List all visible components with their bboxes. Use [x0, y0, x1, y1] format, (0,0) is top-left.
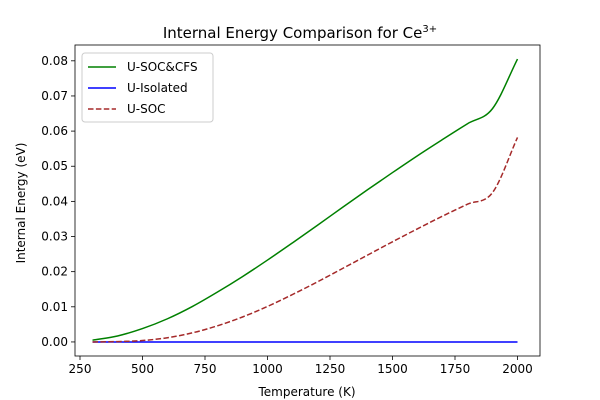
y-tick-label: 0.02	[41, 265, 68, 279]
x-tick-label: 250	[69, 362, 92, 376]
y-tick-label: 0.06	[41, 124, 68, 138]
series-line-2	[92, 137, 519, 343]
legend-box	[81, 52, 214, 123]
y-axis-label: Internal Energy (eV)	[14, 143, 28, 264]
series-layer	[92, 58, 519, 343]
x-tick-label: 1250	[315, 362, 346, 376]
legend-label-0: U-SOC&CFS	[127, 60, 198, 74]
x-tick-label: 1750	[440, 362, 471, 376]
chart-title-superscript: 3+	[422, 24, 437, 35]
x-tick-label: 1500	[377, 362, 408, 376]
y-tick-label: 0.04	[41, 194, 68, 208]
axes-frame	[74, 44, 541, 357]
y-tick-label: 0.00	[41, 335, 68, 349]
x-axis-label: Temperature (K)	[257, 385, 355, 399]
x-tick-label: 500	[131, 362, 154, 376]
x-tick-label: 1000	[252, 362, 283, 376]
y-tick-label: 0.05	[41, 159, 68, 173]
y-tick-label: 0.08	[41, 54, 68, 68]
y-tick-label: 0.01	[41, 300, 68, 314]
legend: U-SOC&CFS U-Isolated U-SOC	[81, 52, 214, 123]
legend-label-1: U-Isolated	[127, 81, 188, 95]
y-tick-label: 0.03	[41, 230, 68, 244]
chart-title-text: Internal Energy Comparison for Ce	[163, 24, 423, 42]
chart-title: Internal Energy Comparison for Ce3+	[163, 24, 437, 42]
legend-label-2: U-SOC	[127, 102, 166, 116]
axis-ticks: 250 500 750 1000 1250 1500 1750 2000 0.00 0.01 0.0…	[41, 54, 532, 376]
y-tick-label: 0.07	[41, 89, 68, 103]
x-tick-label: 750	[194, 362, 217, 376]
legend-items: U-SOC&CFS U-Isolated U-SOC	[88, 60, 198, 116]
series-line-0	[92, 58, 519, 341]
x-tick-label: 2000	[502, 362, 533, 376]
